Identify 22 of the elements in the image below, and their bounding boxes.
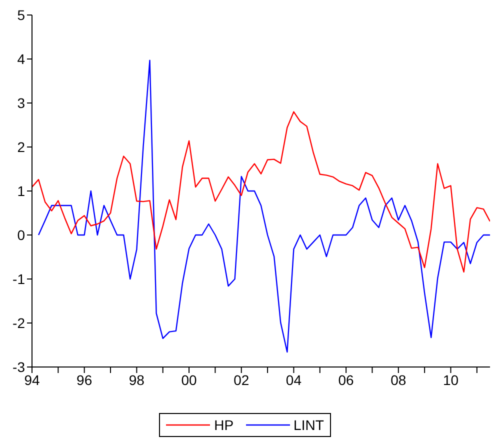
x-tick-label: 00: [181, 372, 198, 388]
x-tick-label: 98: [128, 372, 145, 388]
legend-label: HP: [214, 417, 234, 433]
x-tick-label: 04: [286, 372, 302, 388]
x-tick-label: 08: [390, 372, 406, 388]
x-tick-label: 06: [338, 372, 354, 388]
y-tick-label: 2: [17, 138, 26, 155]
y-tick-label: 0: [17, 226, 26, 243]
y-tick-label: -1: [12, 270, 26, 287]
x-tick-label: 96: [76, 372, 92, 388]
y-tick-label: -2: [12, 314, 26, 331]
legend-label: LINT: [294, 417, 324, 433]
x-tick-label: 94: [24, 372, 40, 388]
y-tick-label: 3: [17, 94, 26, 111]
y-tick-label: 4: [17, 50, 26, 67]
line-series: [32, 111, 490, 273]
y-tick-label: 5: [17, 6, 26, 23]
x-tick-label: 02: [234, 372, 250, 388]
y-tick-label: 1: [17, 182, 26, 199]
y-tick-label: -3: [12, 358, 26, 375]
line-series: [38, 60, 490, 353]
x-tick-label: 10: [442, 372, 459, 388]
